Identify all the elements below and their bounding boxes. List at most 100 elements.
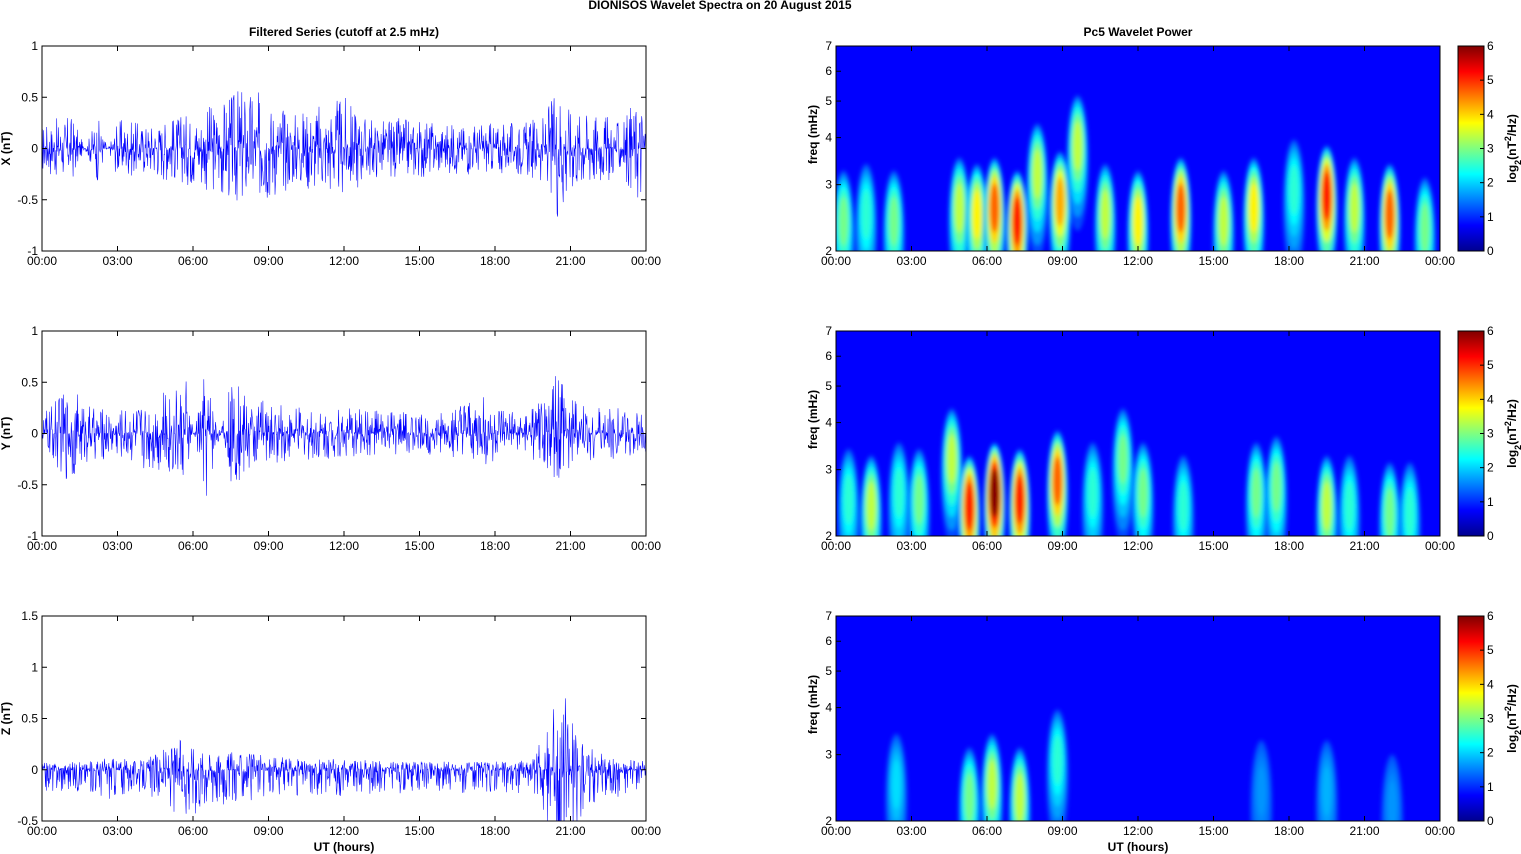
x-tick-label: 06:00	[178, 539, 208, 553]
y-tick-label: 7	[825, 609, 832, 623]
x-tick-label: 12:00	[1123, 539, 1153, 553]
colorbar-label-subscript: 2	[1513, 730, 1521, 735]
x-tick-label: 09:00	[253, 824, 283, 838]
y-tick-label: 5	[825, 379, 832, 393]
power-blob	[1385, 488, 1395, 536]
figure-title: DIONISOS Wavelet Spectra on 20 August 20…	[588, 0, 852, 12]
colorbar-tick-label: 5	[1487, 358, 1494, 372]
x-tick-label: 12:00	[329, 539, 359, 553]
y-tick-label: 0.5	[21, 712, 38, 726]
x-tick-label: 21:00	[555, 824, 585, 838]
x-tick-label: 18:00	[480, 539, 510, 553]
power-blob	[866, 481, 876, 531]
x-tick-label: 12:00	[329, 254, 359, 268]
power-blob	[894, 468, 904, 518]
power-blob	[964, 481, 974, 531]
series-panel-2: -1 -0.5 0 0.5 1 00:00 03:00 06:00 09:00 12:00 15:0…	[0, 324, 661, 553]
x-tick-label: 15:00	[404, 824, 434, 838]
x-tick-label: 21:00	[555, 254, 585, 268]
power-blob	[1256, 766, 1266, 816]
power-blob	[861, 189, 871, 240]
colorbar-tick-label: 6	[1487, 609, 1494, 623]
y-axis-label: Z (nT)	[0, 702, 13, 735]
colorbar-label-part: (nT	[1505, 141, 1519, 160]
y-tick-label: 0	[31, 763, 38, 777]
y-tick-label: 1	[31, 39, 38, 53]
colorbar-label-superscript: 2	[1503, 421, 1513, 426]
y-tick-label: 3	[825, 748, 832, 762]
y-tick-label: 2	[825, 244, 832, 258]
x-tick-label: 09:00	[1047, 539, 1077, 553]
power-blob	[1088, 468, 1098, 518]
x-tick-label: 21:00	[1349, 824, 1379, 838]
power-blob	[1271, 462, 1281, 512]
right-column-title: Pc5 Wavelet Power	[1084, 25, 1193, 39]
x-tick-label: 03:00	[102, 254, 132, 268]
x-tick-label: 09:00	[1047, 254, 1077, 268]
y-tick-label: -1	[27, 244, 38, 258]
power-blob	[1138, 468, 1148, 518]
y-tick-label: 6	[825, 64, 832, 78]
y-tick-label: -0.5	[17, 193, 38, 207]
y-axis-label: freq (mHz)	[806, 390, 820, 449]
y-tick-label: 3	[825, 178, 832, 192]
colorbar-tick-label: 2	[1487, 176, 1494, 190]
x-tick-label: 00:00	[631, 539, 661, 553]
series-panel-3: -0.5 0 0.5 1 1.5 00:00 03:00 06:00 09:00 12:00 15:…	[0, 609, 661, 838]
x-tick-label: 09:00	[1047, 824, 1077, 838]
colorbar-tick-label: 0	[1487, 244, 1494, 258]
x-tick-label: 00:00	[631, 254, 661, 268]
x-tick-label: 15:00	[1198, 539, 1228, 553]
colorbar-tick-label: 3	[1487, 142, 1494, 156]
y-tick-label: 3	[825, 463, 832, 477]
wavelet-panel-3: 2 3 4 5 6 7 00:00 03:00 06:00 09:00 12:00 15:00 18:0…	[806, 609, 1521, 838]
power-blob	[1118, 434, 1128, 484]
y-axis-label: Y (nT)	[0, 417, 13, 451]
left-column-title: Filtered Series (cutoff at 2.5 mHz)	[249, 25, 439, 39]
colorbar-label-part: /Hz)	[1505, 114, 1519, 136]
x-tick-label: 00:00	[821, 539, 851, 553]
colorbar	[1457, 45, 1485, 252]
x-tick-label: 03:00	[896, 824, 926, 838]
colorbar-tick-label: 1	[1487, 495, 1494, 509]
x-tick-label: 00:00	[821, 824, 851, 838]
x-tick-label: 18:00	[1274, 824, 1304, 838]
y-tick-label: 4	[825, 131, 832, 145]
signal-trace	[42, 91, 646, 217]
x-tick-label: 09:00	[253, 254, 283, 268]
x-tick-label: 15:00	[404, 539, 434, 553]
colorbar-label-subscript: 2	[1513, 445, 1521, 450]
power-blob	[844, 474, 854, 525]
heatmap-blobs	[885, 709, 1404, 821]
y-tick-label: 1.5	[21, 609, 38, 623]
y-tick-label: 0	[31, 142, 38, 156]
x-tick-label: 06:00	[972, 824, 1002, 838]
x-tick-label: 21:00	[1349, 539, 1379, 553]
x-tick-label: 00:00	[27, 824, 57, 838]
y-tick-label: 6	[825, 349, 832, 363]
colorbar-tick-label: 5	[1487, 643, 1494, 657]
colorbar-label-part: (nT	[1505, 426, 1519, 445]
power-blob	[964, 773, 974, 821]
power-blob	[990, 183, 1000, 233]
power-blob	[1249, 183, 1259, 233]
x-tick-label: 06:00	[972, 254, 1002, 268]
colorbar-tick-label: 2	[1487, 746, 1494, 760]
heatmap-blobs	[837, 408, 1421, 536]
power-blob	[1405, 488, 1415, 536]
power-blob	[1344, 481, 1354, 531]
colorbar-tick-label: 3	[1487, 427, 1494, 441]
y-tick-label: 1	[31, 324, 38, 338]
x-tick-label: 15:00	[1198, 254, 1228, 268]
power-blob	[1349, 183, 1359, 233]
x-tick-label: 06:00	[972, 539, 1002, 553]
x-tick-label: 18:00	[1274, 539, 1304, 553]
heatmap-blobs	[836, 94, 1436, 251]
colorbar-label-subscript: 2	[1513, 160, 1521, 165]
power-blob	[1385, 189, 1395, 240]
x-tick-label: 00:00	[27, 254, 57, 268]
power-blob	[889, 196, 899, 246]
y-tick-label: 0.5	[21, 90, 38, 104]
power-blob	[1133, 196, 1143, 246]
